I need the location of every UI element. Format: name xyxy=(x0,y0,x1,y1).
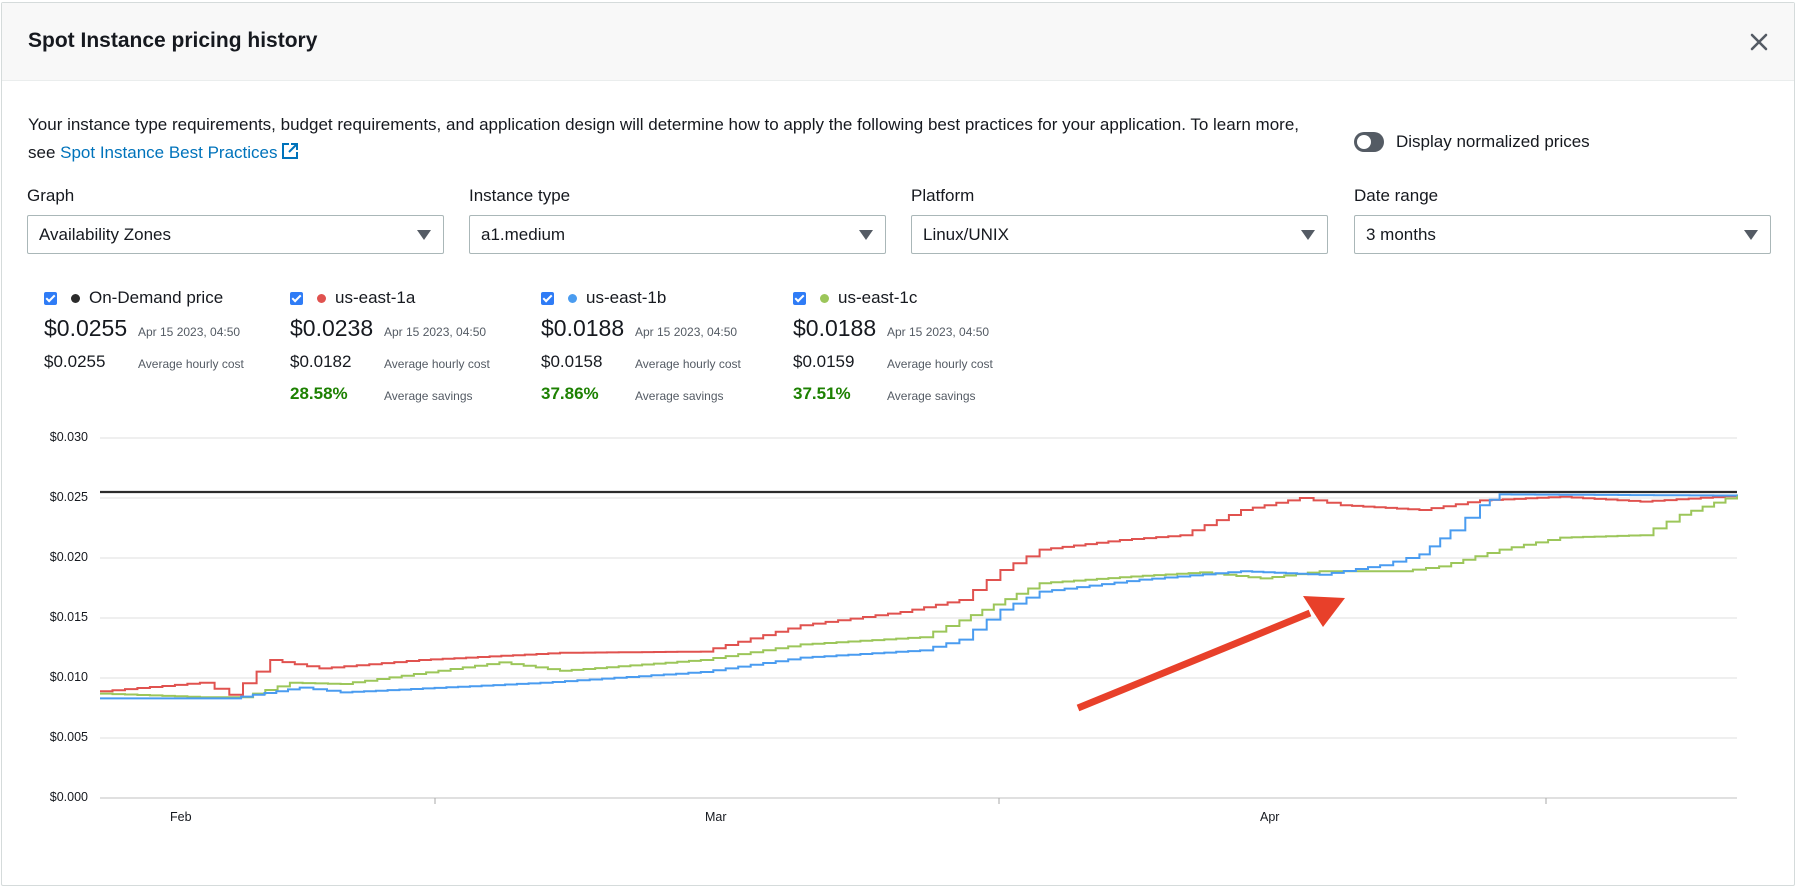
instance-type-select[interactable]: a1.medium xyxy=(469,215,886,254)
platform-select-value: Linux/UNIX xyxy=(923,224,1009,244)
legend-label: us-east-1c xyxy=(838,288,918,307)
legend-us-east-1b: us-east-1b $0.0188 Apr 15 2023, 04:50 $0… xyxy=(541,285,781,415)
avg-hourly-cost-label: Average hourly cost xyxy=(138,357,244,371)
instance-type-field: Instance type a1.medium xyxy=(469,185,886,254)
series-dot-icon xyxy=(317,293,326,303)
avg-hourly-cost-label: Average hourly cost xyxy=(887,357,993,371)
caret-down-icon xyxy=(1301,229,1315,240)
avg-hourly-cost-label: Average hourly cost xyxy=(384,357,490,371)
price-timestamp: Apr 15 2023, 04:50 xyxy=(384,325,487,339)
toggle-label: Display normalized prices xyxy=(1396,132,1590,151)
us-east-1a-checkbox[interactable] xyxy=(290,291,303,305)
series-dot-icon xyxy=(71,293,80,303)
description: Your instance type requirements, budget … xyxy=(28,111,1328,167)
date-range-field: Date range 3 months xyxy=(1354,185,1771,254)
avg-hourly-cost: $0.0182 xyxy=(290,352,352,371)
on-demand-checkbox[interactable] xyxy=(44,291,57,305)
legend-us-east-1c: us-east-1c $0.0188 Apr 15 2023, 04:50 $0… xyxy=(793,285,1033,415)
price-timestamp: Apr 15 2023, 04:50 xyxy=(138,325,241,339)
caret-down-icon xyxy=(417,229,431,240)
graph-select[interactable]: Availability Zones xyxy=(27,215,444,254)
date-range-select[interactable]: 3 months xyxy=(1354,215,1771,254)
external-link-icon xyxy=(282,143,299,159)
caret-down-icon xyxy=(1744,229,1758,240)
caret-down-icon xyxy=(859,229,873,240)
normalized-prices-toggle[interactable]: Display normalized prices xyxy=(1354,132,1590,152)
avg-savings: 37.51% xyxy=(793,384,851,403)
close-button[interactable] xyxy=(1744,27,1774,57)
current-price: $0.0188 xyxy=(541,315,625,341)
legend-label: us-east-1a xyxy=(335,288,416,307)
modal-header: Spot Instance pricing history xyxy=(2,3,1794,81)
legend-on-demand: On-Demand price $0.0255 Apr 15 2023, 04:… xyxy=(44,285,284,415)
current-price: $0.0238 xyxy=(290,315,374,341)
date-range-select-value: 3 months xyxy=(1366,224,1436,244)
instance-type-label: Instance type xyxy=(469,186,571,205)
avg-savings: 37.86% xyxy=(541,384,599,403)
avg-savings-label: Average savings xyxy=(635,389,724,403)
series-dot-icon xyxy=(568,293,577,303)
avg-hourly-cost-label: Average hourly cost xyxy=(635,357,741,371)
us-east-1c-checkbox[interactable] xyxy=(793,291,806,305)
best-practices-link-label: Spot Instance Best Practices xyxy=(60,143,278,162)
platform-label: Platform xyxy=(911,186,975,205)
graph-field: Graph Availability Zones xyxy=(27,185,444,254)
price-timestamp: Apr 15 2023, 04:50 xyxy=(887,325,990,339)
avg-savings: 28.58% xyxy=(290,384,348,403)
instance-type-select-value: a1.medium xyxy=(481,224,566,244)
series-dot-icon xyxy=(820,293,829,303)
close-icon xyxy=(1750,33,1768,51)
us-east-1b-checkbox[interactable] xyxy=(541,291,554,305)
legend-label: us-east-1b xyxy=(586,288,667,307)
graph-label: Graph xyxy=(27,186,75,205)
current-price: $0.0255 xyxy=(44,315,128,341)
current-price: $0.0188 xyxy=(793,315,877,341)
avg-hourly-cost: $0.0159 xyxy=(793,352,855,371)
price-timestamp: Apr 15 2023, 04:50 xyxy=(635,325,738,339)
toggle-knob xyxy=(1357,135,1371,149)
avg-hourly-cost: $0.0255 xyxy=(44,352,106,371)
legend-label: On-Demand price xyxy=(89,288,224,307)
toggle-switch[interactable] xyxy=(1354,132,1384,152)
platform-field: Platform Linux/UNIX xyxy=(911,185,1328,254)
best-practices-link[interactable]: Spot Instance Best Practices xyxy=(60,143,299,162)
platform-select[interactable]: Linux/UNIX xyxy=(911,215,1328,254)
description-text: Your instance type requirements, budget … xyxy=(28,115,1299,162)
modal-title: Spot Instance pricing history xyxy=(28,29,318,52)
avg-savings-label: Average savings xyxy=(384,389,473,403)
legend-us-east-1a: us-east-1a $0.0238 Apr 15 2023, 04:50 $0… xyxy=(290,285,530,415)
graph-select-value: Availability Zones xyxy=(39,224,171,244)
date-range-label: Date range xyxy=(1354,186,1439,205)
avg-savings-label: Average savings xyxy=(887,389,976,403)
avg-hourly-cost: $0.0158 xyxy=(541,352,603,371)
